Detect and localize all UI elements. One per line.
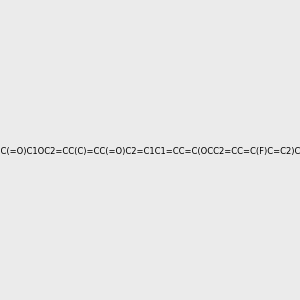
Text: COC(=O)C1OC2=CC(C)=CC(=O)C2=C1C1=CC=C(OCC2=CC=C(F)C=C2)C=C1: COC(=O)C1OC2=CC(C)=CC(=O)C2=C1C1=CC=C(OC… (0, 147, 300, 156)
